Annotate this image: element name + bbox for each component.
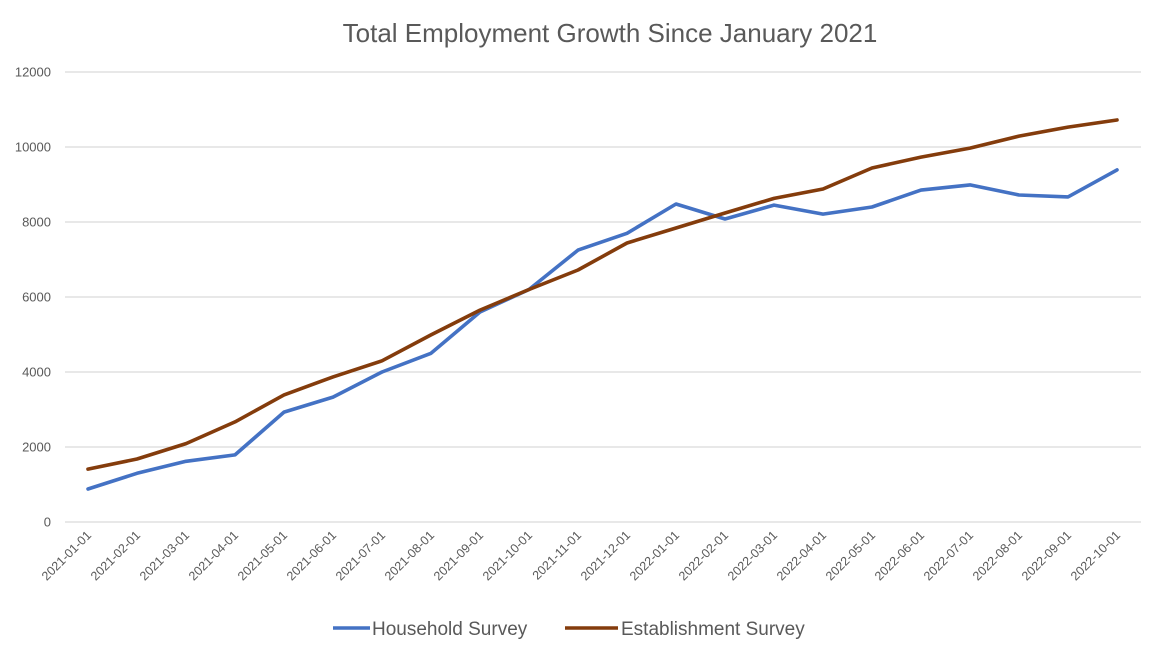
chart-title: Total Employment Growth Since January 20… <box>343 18 878 48</box>
x-tick-label: 2021-01-01 <box>39 528 94 583</box>
x-tick-label: 2022-01-01 <box>627 528 682 583</box>
x-tick-label: 2021-08-01 <box>382 528 437 583</box>
x-tick-label: 2021-11-01 <box>530 528 584 582</box>
y-axis-ticks: 0 2000 4000 6000 8000 10000 12000 <box>15 65 51 530</box>
y-tick-label: 10000 <box>15 140 51 155</box>
legend-label: Household Survey <box>372 619 528 640</box>
x-tick-label: 2022-05-01 <box>823 528 878 583</box>
y-tick-label: 12000 <box>15 65 51 80</box>
x-tick-label: 2021-12-01 <box>578 528 633 583</box>
x-tick-label: 2021-03-01 <box>137 528 192 583</box>
x-tick-label: 2021-04-01 <box>186 528 241 583</box>
x-tick-label: 2022-09-01 <box>1019 528 1074 583</box>
y-tick-label: 6000 <box>22 290 51 305</box>
x-tick-label: 2022-03-01 <box>725 528 780 583</box>
x-tick-label: 2022-07-01 <box>921 528 976 583</box>
series-line-establishment-survey <box>86 118 1119 471</box>
x-tick-label: 2022-08-01 <box>970 528 1025 583</box>
legend-item: Establishment Survey <box>565 619 805 640</box>
legend: Household Survey Establishment Survey <box>333 619 805 640</box>
legend-item: Household Survey <box>333 619 528 640</box>
series-line-household-survey <box>86 168 1119 491</box>
x-tick-label: 2021-10-01 <box>480 528 535 583</box>
x-tick-label: 2021-09-01 <box>431 528 486 583</box>
y-tick-label: 0 <box>44 515 51 530</box>
x-tick-label: 2022-10-01 <box>1068 528 1123 583</box>
x-tick-label: 2021-07-01 <box>333 528 388 583</box>
x-tick-label: 2021-02-01 <box>88 528 143 583</box>
y-tick-label: 2000 <box>22 440 51 455</box>
legend-label: Establishment Survey <box>621 619 805 640</box>
x-tick-label: 2022-06-01 <box>872 528 927 583</box>
x-tick-label: 2022-02-01 <box>676 528 731 583</box>
x-tick-label: 2022-04-01 <box>774 528 829 583</box>
x-tick-label: 2021-06-01 <box>284 528 339 583</box>
series-lines <box>86 118 1119 491</box>
x-tick-label: 2021-05-01 <box>235 528 290 583</box>
y-tick-label: 4000 <box>22 365 51 380</box>
x-axis-ticks: 2021-01-012021-02-012021-03-012021-04-01… <box>39 528 1123 583</box>
y-tick-label: 8000 <box>22 215 51 230</box>
